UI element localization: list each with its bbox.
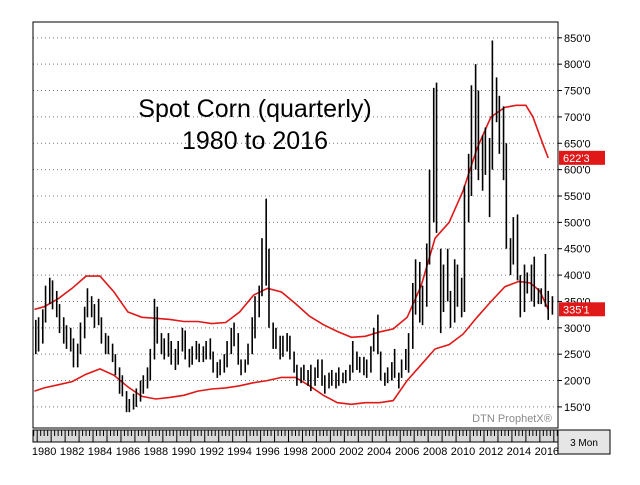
price-bars: [34, 40, 554, 413]
title-line-2: 1980 to 2016: [182, 127, 328, 155]
x-axis-ticks: 1980 1982 1984 1986 1988 1990 1992 1994 1996 1998…: [32, 446, 559, 458]
x-tick-label: 2000: [311, 446, 335, 458]
value-tag: [559, 302, 605, 317]
x-tick-label: 2008: [423, 446, 447, 458]
x-tick-label: 2010: [451, 446, 475, 458]
x-tick-label: 1982: [60, 446, 84, 458]
y-tick-label: 500'0: [564, 217, 591, 229]
x-tick-label: 1988: [144, 446, 168, 458]
x-tick-label: 1984: [88, 446, 112, 458]
y-tick-label: 700'0: [564, 112, 591, 124]
x-tick-label: 2014: [507, 446, 531, 458]
y-tick-label: 450'0: [564, 244, 591, 256]
y-tick-label: 800'0: [564, 59, 591, 71]
y-tick-label: 150'0: [564, 402, 591, 414]
x-tick-label: 1996: [255, 446, 279, 458]
minor-ticks: [33, 430, 558, 442]
title-line-1: Spot Corn (quarterly): [138, 95, 371, 123]
x-tick-label: 2006: [395, 446, 419, 458]
y-tick-label: 850'0: [564, 33, 591, 45]
last-value-tags: 622'3 335'1: [559, 150, 605, 317]
lower-band: [34, 280, 549, 406]
x-tick-label: 1994: [227, 446, 251, 458]
time-axis: 3 Mon 1980 1982 1984 1986 1988 1990 1992 1994 19…: [32, 429, 611, 458]
y-tick-label: 650'0: [564, 138, 591, 150]
upper-band-line: [34, 104, 549, 339]
chart-title: Spot Corn (quarterly) 1980 to 2016: [138, 95, 371, 155]
y-tick-label: 200'0: [564, 376, 591, 388]
value-tag-label: 335'1: [563, 304, 590, 316]
plot-frame: [32, 21, 559, 429]
y-tick-label: 300'0: [564, 323, 591, 335]
x-tick-label: 2016: [535, 446, 559, 458]
x-tick-label: 1990: [172, 446, 196, 458]
upper-band: [34, 104, 549, 339]
value-tag: [559, 150, 605, 165]
value-tag-label: 622'3: [563, 153, 590, 165]
x-tick-label: 2002: [339, 446, 363, 458]
y-axis-ticks: 150'0200'0250'0300'0350'0400'0450'0500'0…: [558, 33, 591, 414]
x-tick-label: 2004: [367, 446, 391, 458]
watermark: DTN ProphetX®: [472, 413, 552, 425]
x-tick-label: 1986: [116, 446, 140, 458]
y-tick-label: 400'0: [564, 270, 591, 282]
period-box: [557, 429, 611, 455]
y-tick-label: 250'0: [564, 349, 591, 361]
x-tick-label: 1980: [32, 446, 56, 458]
x-tick-label: 1998: [283, 446, 307, 458]
x-tick-label: 2012: [479, 446, 503, 458]
lower-band-line: [34, 280, 549, 406]
period-label: 3 Mon: [570, 438, 598, 449]
y-tick-label: 600'0: [564, 165, 591, 177]
y-tick-label: 750'0: [564, 86, 591, 98]
y-tick-label: 550'0: [564, 191, 591, 203]
x-tick-label: 1992: [199, 446, 223, 458]
